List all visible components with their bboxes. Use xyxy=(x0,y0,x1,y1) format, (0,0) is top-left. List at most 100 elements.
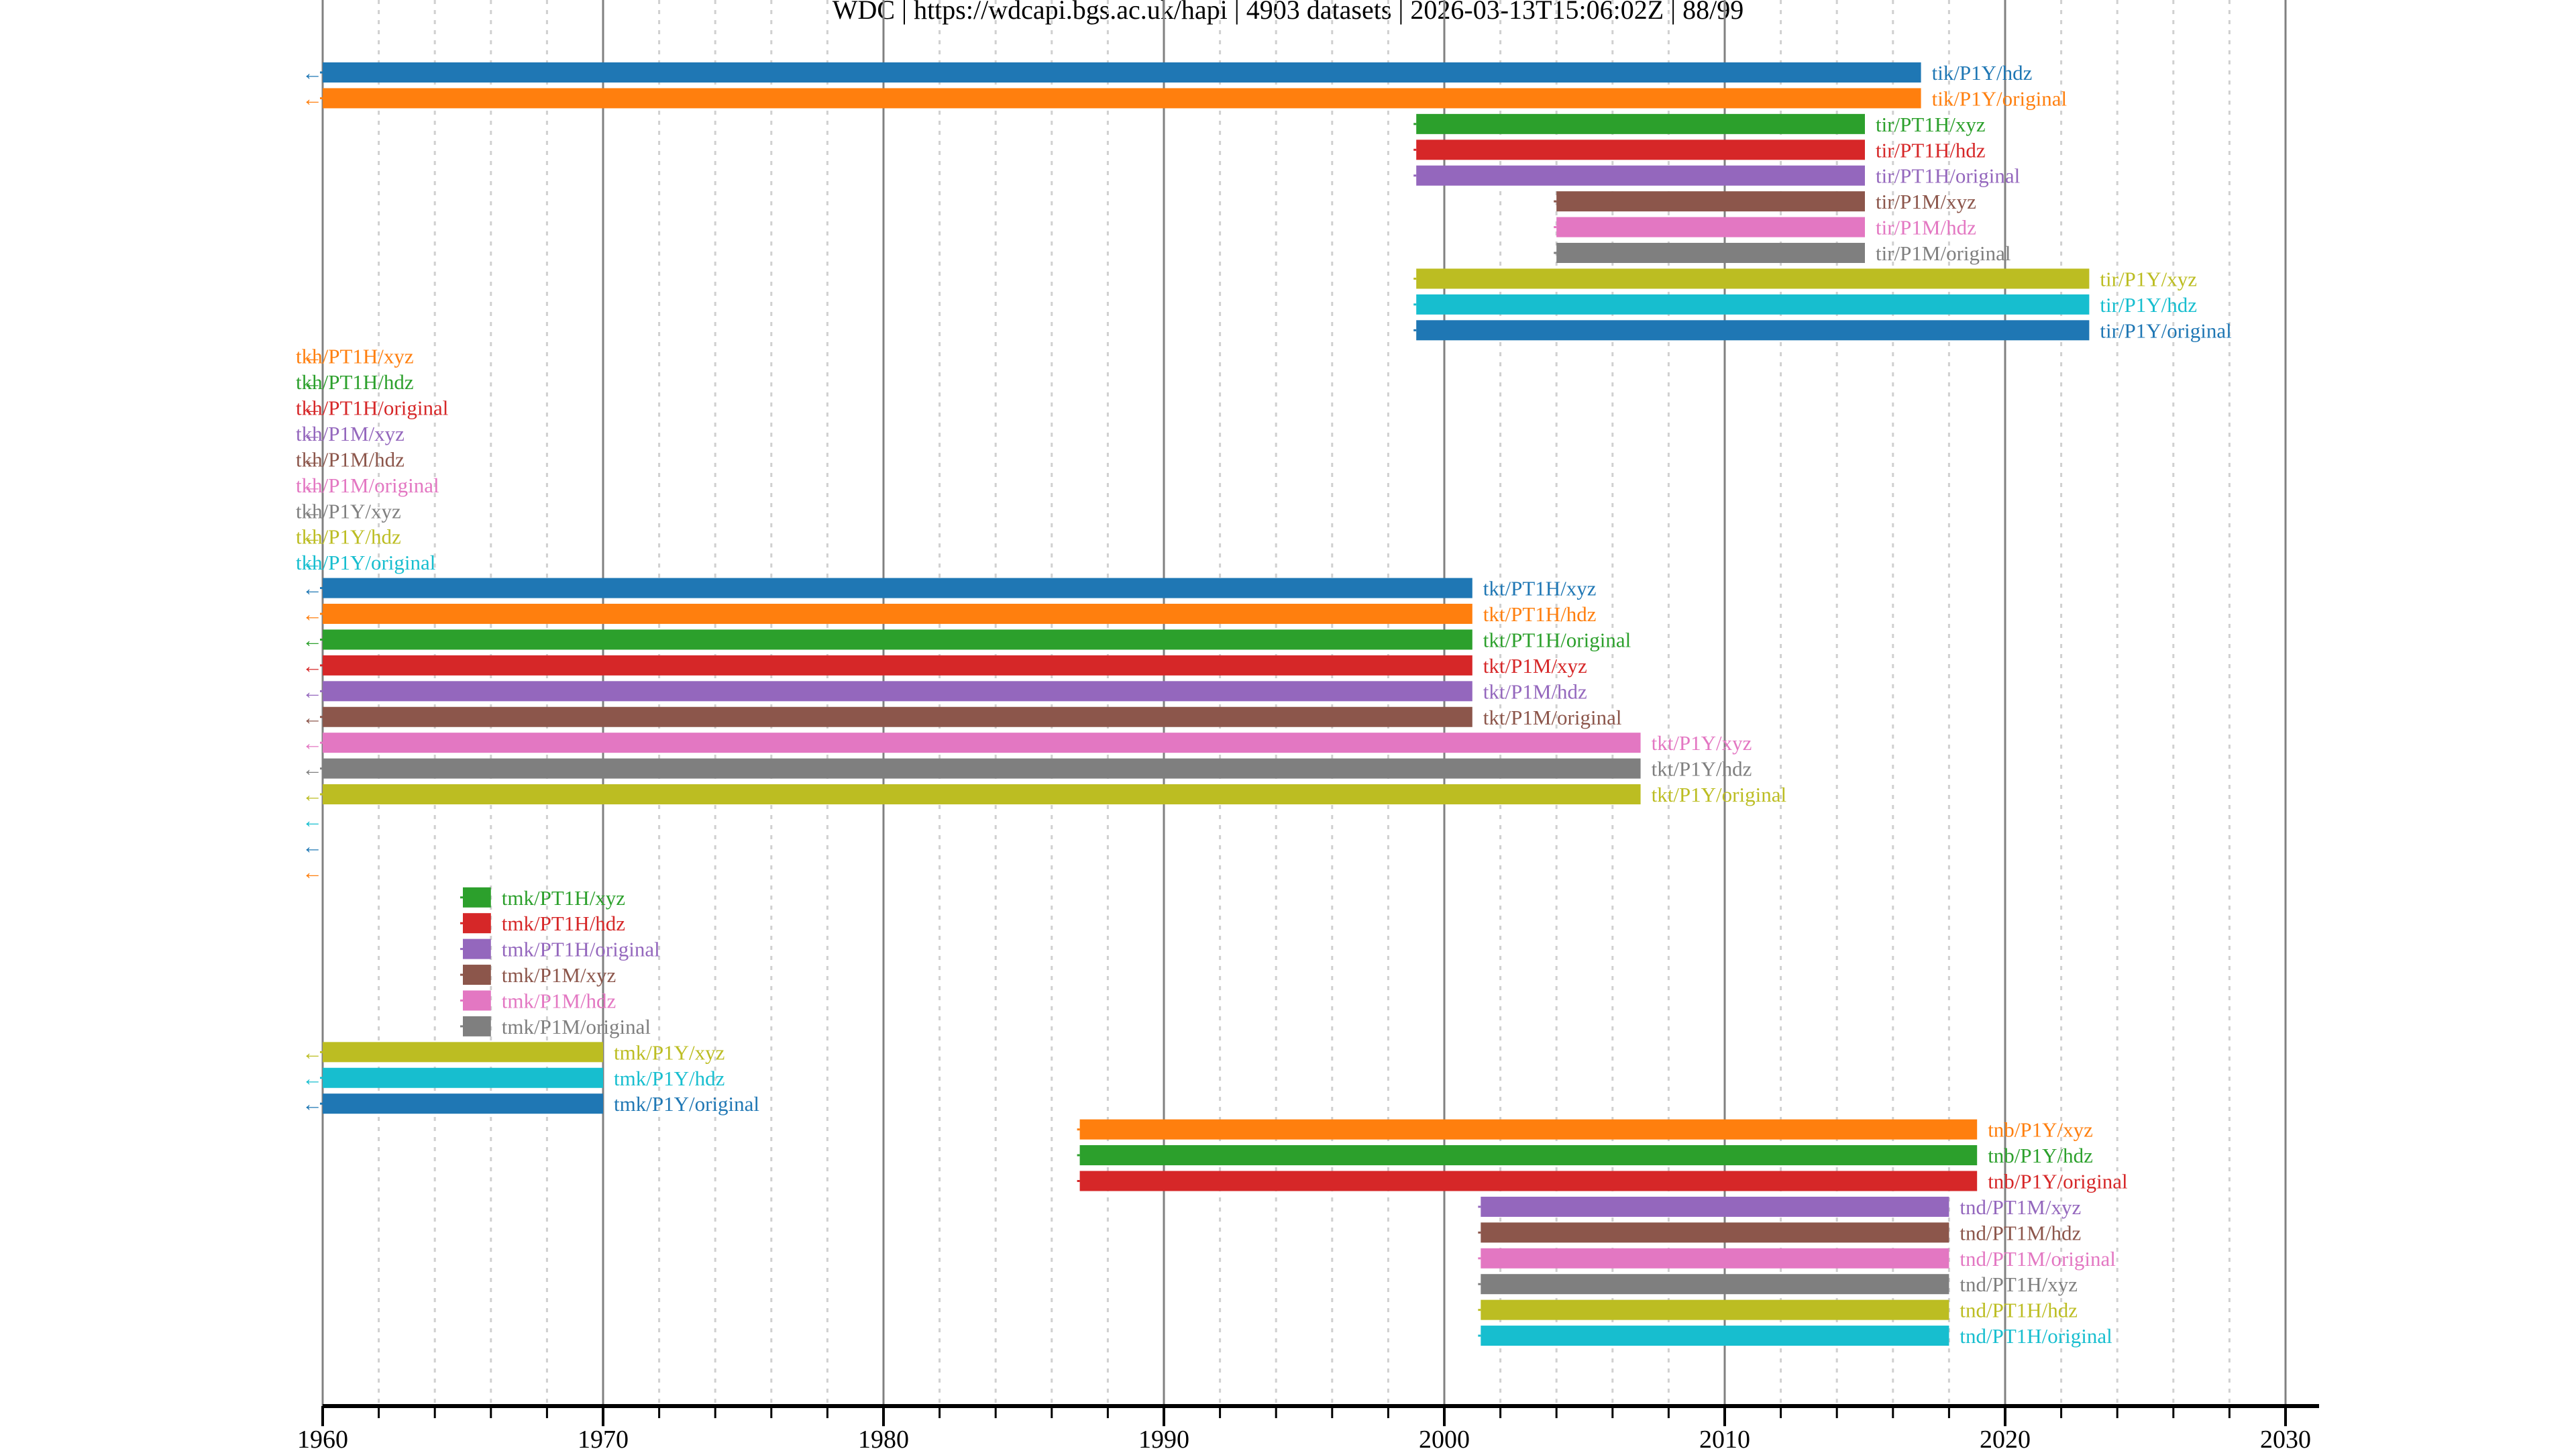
timeline-bar[interactable] xyxy=(323,784,1641,805)
row-label: tir/P1M/xyz xyxy=(1876,190,1976,213)
arrow-left-icon: ← xyxy=(302,61,323,85)
arrow-left-icon: ← xyxy=(302,447,323,471)
timeline-bar[interactable] xyxy=(323,1067,603,1088)
row-label: tkh/P1Y/xyz xyxy=(296,499,401,523)
timeline-row: tmk/P1M/xyz xyxy=(460,963,616,987)
arrow-left-icon: ← xyxy=(302,1040,323,1064)
timeline-bar[interactable] xyxy=(323,62,1921,83)
timeline-bar[interactable] xyxy=(1556,243,1865,264)
arrow-left-icon: ← xyxy=(302,706,323,729)
timeline-bar[interactable] xyxy=(1079,1145,1978,1166)
row-label: tir/PT1H/xyz xyxy=(1876,113,1986,136)
x-tick-label: 1980 xyxy=(858,1426,909,1449)
arrow-left-icon: ← xyxy=(302,551,323,574)
row-label: tkt/PT1H/original xyxy=(1483,628,1631,651)
timeline-bar[interactable] xyxy=(323,88,1921,109)
timeline-bar[interactable] xyxy=(1079,1171,1978,1191)
timeline-bar[interactable] xyxy=(463,938,491,959)
timeline-row: tir/PT1H/xyz xyxy=(1413,113,1986,136)
arrow-left-icon: ← xyxy=(302,602,323,626)
timeline-row: tir/PT1H/hdz xyxy=(1413,138,1986,162)
timeline-bar[interactable] xyxy=(323,733,1641,753)
x-tick-label: 2030 xyxy=(2260,1426,2311,1449)
timeline-bar[interactable] xyxy=(1416,320,2090,341)
row-label: tkh/PT1H/original xyxy=(296,396,448,420)
timeline-bar[interactable] xyxy=(1481,1196,1949,1217)
row-label: tkh/P1M/hdz xyxy=(296,447,405,471)
arrow-left-icon: ← xyxy=(302,422,323,445)
timeline-bar[interactable] xyxy=(323,629,1472,650)
timeline-row: tmk/P1M/original xyxy=(460,1015,651,1038)
arrow-left-icon: ← xyxy=(302,757,323,781)
timeline-row: tnb/P1Y/xyz xyxy=(1077,1118,2093,1142)
row-label: tnd/PT1H/xyz xyxy=(1960,1273,2078,1296)
timeline-bar[interactable] xyxy=(323,681,1472,702)
row-label: tkh/PT1H/xyz xyxy=(296,345,414,368)
timeline-bar[interactable] xyxy=(463,1016,491,1036)
timeline-row: ← tkt/P1Y/original xyxy=(302,783,1786,806)
timeline-row: ← tkt/P1M/xyz xyxy=(302,654,1587,678)
bars: ← tik/P1Y/hdz ← tik/P1Y/original tir/PT1H/xy… xyxy=(296,61,2232,1348)
timeline-row: ←tkh/P1M/original xyxy=(296,474,439,497)
timeline-row: ←tkh/PT1H/original xyxy=(296,396,448,420)
timeline-row: tnb/P1Y/hdz xyxy=(1077,1144,2093,1167)
timeline-bar[interactable] xyxy=(1481,1222,1949,1243)
timeline-bar[interactable] xyxy=(323,1042,603,1063)
timeline-bar[interactable] xyxy=(1079,1119,1978,1140)
row-label: tmk/P1Y/xyz xyxy=(614,1040,724,1064)
row-label: tkt/PT1H/hdz xyxy=(1483,602,1597,626)
timeline-bar[interactable] xyxy=(1416,268,2090,289)
timeline-row: tmk/PT1H/original xyxy=(460,938,660,961)
timeline-bar[interactable] xyxy=(1416,113,1865,134)
timeline-row: ← tkt/P1M/hdz xyxy=(302,680,1587,703)
row-label: tnb/P1Y/hdz xyxy=(1988,1144,2093,1167)
timeline-bar[interactable] xyxy=(323,758,1641,779)
timeline-bar[interactable] xyxy=(1481,1274,1949,1295)
timeline-bar[interactable] xyxy=(463,887,491,908)
timeline-bar[interactable] xyxy=(463,965,491,985)
timeline-bar[interactable] xyxy=(323,578,1472,598)
arrow-left-icon: ← xyxy=(302,577,323,600)
row-label: tkt/PT1H/xyz xyxy=(1483,577,1597,600)
timeline-bar[interactable] xyxy=(1481,1248,1949,1269)
timeline-row: ← xyxy=(302,860,323,883)
arrow-left-icon: ← xyxy=(302,680,323,703)
timeline-row: tir/P1Y/xyz xyxy=(1413,267,2197,290)
row-label: tnd/PT1M/hdz xyxy=(1960,1221,2081,1244)
row-label: tkt/P1Y/hdz xyxy=(1652,757,1752,781)
arrow-left-icon: ← xyxy=(302,474,323,497)
row-label: tir/PT1H/original xyxy=(1876,164,2020,188)
timeline-bar[interactable] xyxy=(1556,217,1865,237)
row-label: tkt/P1M/xyz xyxy=(1483,654,1587,678)
arrow-left-icon: ← xyxy=(302,783,323,806)
timeline-bar[interactable] xyxy=(1416,140,1865,160)
timeline-row: ← tmk/P1Y/xyz xyxy=(302,1040,724,1064)
arrow-left-icon: ← xyxy=(302,396,323,420)
row-label: tir/P1Y/hdz xyxy=(2100,293,2197,317)
timeline-row: tir/P1Y/original xyxy=(1413,319,2232,342)
timeline-bar[interactable] xyxy=(463,990,491,1011)
arrow-left-icon: ← xyxy=(302,860,323,883)
row-label: tir/P1Y/original xyxy=(2100,319,2231,342)
timeline-bar[interactable] xyxy=(323,706,1472,727)
arrow-left-icon: ← xyxy=(302,525,323,549)
timeline-bar[interactable] xyxy=(1556,191,1865,212)
x-tick-label: 2020 xyxy=(1980,1426,2031,1449)
timeline-bar[interactable] xyxy=(463,913,491,934)
timeline-bar[interactable] xyxy=(1416,294,2090,315)
arrow-left-icon: ← xyxy=(302,1067,323,1090)
x-tick-label: 1970 xyxy=(578,1426,629,1449)
timeline-bar[interactable] xyxy=(323,604,1472,625)
arrow-left-icon: ← xyxy=(302,499,323,523)
arrow-left-icon: ← xyxy=(302,731,323,755)
timeline-row: ← tmk/P1Y/original xyxy=(302,1092,759,1116)
timeline-bar[interactable] xyxy=(1481,1326,1949,1346)
timeline-row: ← tkt/P1Y/xyz xyxy=(302,731,1752,755)
timeline-bar[interactable] xyxy=(323,655,1472,676)
row-label: tkh/P1M/xyz xyxy=(296,422,405,445)
timeline-bar[interactable] xyxy=(323,1093,603,1114)
timeline-bar[interactable] xyxy=(1481,1299,1949,1320)
timeline-bar[interactable] xyxy=(1416,165,1865,186)
row-label: tnd/PT1H/original xyxy=(1960,1324,2112,1348)
arrow-left-icon: ← xyxy=(302,1092,323,1116)
